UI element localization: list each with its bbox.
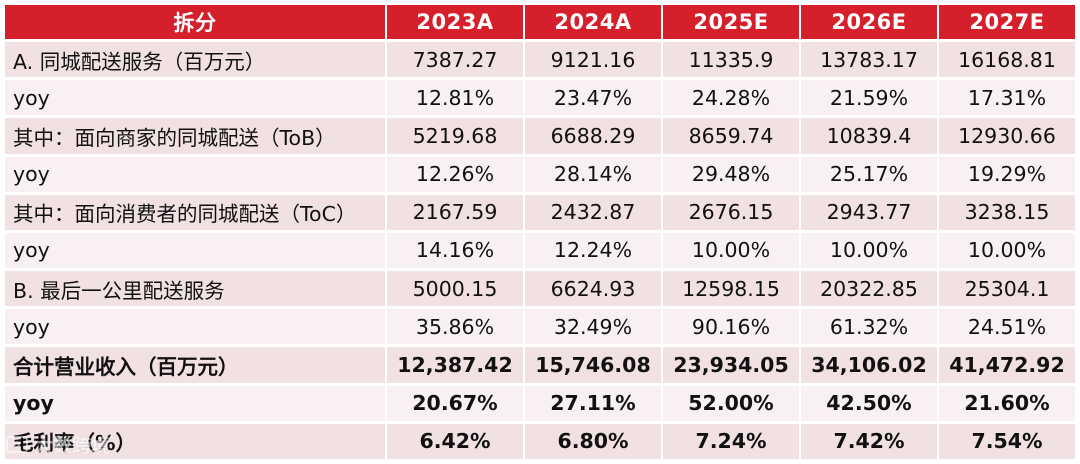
table-row: yoy 14.16% 12.24% 10.00% 10.00% 10.00% — [5, 232, 1075, 269]
value-cell: 2167.59 — [387, 194, 523, 230]
value-cell: 6624.93 — [525, 271, 661, 307]
camera-icon — [6, 436, 28, 453]
value-cell: 25.17% — [801, 156, 937, 192]
value-cell: 10.00% — [939, 232, 1075, 269]
value-cell: 10839.4 — [801, 118, 937, 154]
row-label: 合计营业收入（百万元） — [5, 347, 385, 383]
value-cell: 15,746.08 — [525, 347, 661, 383]
value-cell: 12.24% — [525, 232, 661, 269]
value-cell: 2432.87 — [525, 194, 661, 230]
row-label: yoy — [5, 232, 385, 269]
value-cell: 7.24% — [663, 423, 799, 459]
table-row: yoy 12.81% 23.47% 24.28% 21.59% 17.31% — [5, 80, 1075, 116]
row-label: yoy — [5, 80, 385, 116]
value-cell: 11335.9 — [663, 42, 799, 78]
value-cell: 7387.27 — [387, 42, 523, 78]
table-body: A. 同城配送服务（百万元） 7387.27 9121.16 11335.9 1… — [5, 42, 1075, 459]
value-cell: 3238.15 — [939, 194, 1075, 230]
value-cell: 16168.81 — [939, 42, 1075, 78]
value-cell: 21.59% — [801, 80, 937, 116]
value-cell: 23,934.05 — [663, 347, 799, 383]
value-cell: 20322.85 — [801, 271, 937, 307]
value-cell: 29.48% — [663, 156, 799, 192]
value-cell: 21.60% — [939, 385, 1075, 421]
value-cell: 2676.15 — [663, 194, 799, 230]
table-row: 毛利率（%） 6.42% 6.80% 7.24% 7.42% 7.54% — [5, 423, 1075, 459]
value-cell: 12.26% — [387, 156, 523, 192]
value-cell: 19.29% — [939, 156, 1075, 192]
value-cell: 41,472.92 — [939, 347, 1075, 383]
row-label: yoy — [5, 309, 385, 345]
header-cell-category: 拆分 — [5, 5, 385, 39]
value-cell: 13783.17 — [801, 42, 937, 78]
table-row: 其中：面向消费者的同城配送（ToC） 2167.59 2432.87 2676.… — [5, 194, 1075, 230]
value-cell: 12.81% — [387, 80, 523, 116]
watermark-text: 大数跨境 — [34, 435, 111, 457]
value-cell: 7.54% — [939, 423, 1075, 459]
table-row: 其中：面向商家的同城配送（ToB） 5219.68 6688.29 8659.7… — [5, 118, 1075, 154]
value-cell: 5219.68 — [387, 118, 523, 154]
value-cell: 52.00% — [663, 385, 799, 421]
header-cell-2026e: 2026E — [801, 5, 937, 39]
value-cell: 35.86% — [387, 309, 523, 345]
value-cell: 10.00% — [801, 232, 937, 269]
value-cell: 61.32% — [801, 309, 937, 345]
row-label: yoy — [5, 156, 385, 192]
table-row: A. 同城配送服务（百万元） 7387.27 9121.16 11335.9 1… — [5, 42, 1075, 78]
value-cell: 17.31% — [939, 80, 1075, 116]
value-cell: 8659.74 — [663, 118, 799, 154]
value-cell: 6.80% — [525, 423, 661, 459]
row-label: 毛利率（%） — [5, 423, 385, 459]
value-cell: 24.51% — [939, 309, 1075, 345]
value-cell: 23.47% — [525, 80, 661, 116]
row-label: A. 同城配送服务（百万元） — [5, 42, 385, 78]
row-label: 其中：面向消费者的同城配送（ToC） — [5, 194, 385, 230]
value-cell: 27.11% — [525, 385, 661, 421]
value-cell: 10.00% — [663, 232, 799, 269]
table-row: yoy 12.26% 28.14% 29.48% 25.17% 19.29% — [5, 156, 1075, 192]
value-cell: 7.42% — [801, 423, 937, 459]
header-cell-2024a: 2024A — [525, 5, 661, 39]
value-cell: 24.28% — [663, 80, 799, 116]
header-cell-2023a: 2023A — [387, 5, 523, 39]
value-cell: 32.49% — [525, 309, 661, 345]
value-cell: 6688.29 — [525, 118, 661, 154]
table-row: yoy 20.67% 27.11% 52.00% 42.50% 21.60% — [5, 385, 1075, 421]
value-cell: 25304.1 — [939, 271, 1075, 307]
value-cell: 9121.16 — [525, 42, 661, 78]
row-label: B. 最后一公里配送服务 — [5, 271, 385, 307]
header-row: 拆分 2023A 2024A 2025E 2026E 2027E — [5, 5, 1075, 39]
financial-breakdown-table: 拆分 2023A 2024A 2025E 2026E 2027E A. 同城配送… — [3, 2, 1077, 462]
value-cell: 12,387.42 — [387, 347, 523, 383]
table-row: B. 最后一公里配送服务 5000.15 6624.93 12598.15 20… — [5, 271, 1075, 307]
row-label: yoy — [5, 385, 385, 421]
table-row: 合计营业收入（百万元） 12,387.42 15,746.08 23,934.0… — [5, 347, 1075, 383]
value-cell: 34,106.02 — [801, 347, 937, 383]
header-cell-2025e: 2025E — [663, 5, 799, 39]
value-cell: 12598.15 — [663, 271, 799, 307]
value-cell: 42.50% — [801, 385, 937, 421]
table-row: yoy 35.86% 32.49% 90.16% 61.32% 24.51% — [5, 309, 1075, 345]
value-cell: 90.16% — [663, 309, 799, 345]
value-cell: 2943.77 — [801, 194, 937, 230]
header-cell-2027e: 2027E — [939, 5, 1075, 39]
row-label: 其中：面向商家的同城配送（ToB） — [5, 118, 385, 154]
value-cell: 12930.66 — [939, 118, 1075, 154]
watermark: 大数跨境 — [6, 431, 110, 458]
value-cell: 20.67% — [387, 385, 523, 421]
value-cell: 5000.15 — [387, 271, 523, 307]
value-cell: 6.42% — [387, 423, 523, 459]
value-cell: 28.14% — [525, 156, 661, 192]
value-cell: 14.16% — [387, 232, 523, 269]
